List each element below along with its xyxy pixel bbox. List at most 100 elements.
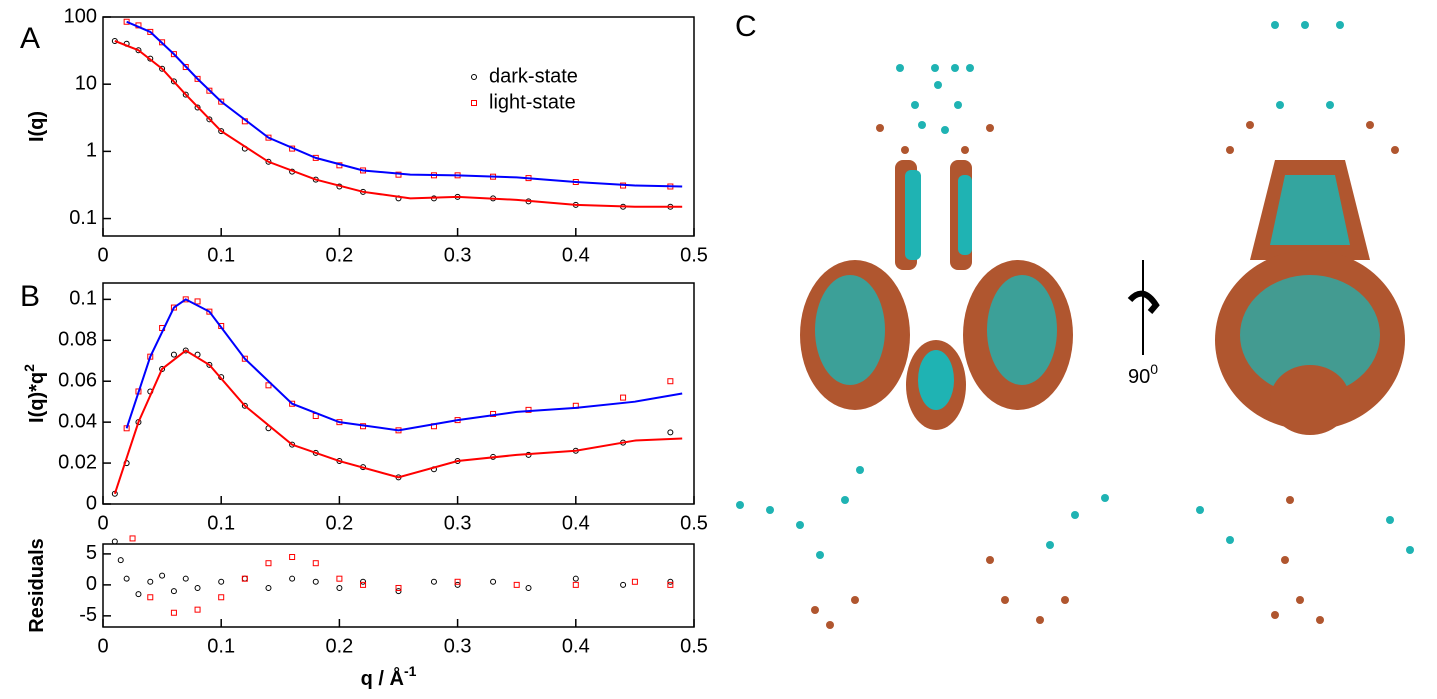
helix bbox=[958, 175, 972, 255]
marker bbox=[182, 347, 189, 354]
bead bbox=[1326, 101, 1334, 109]
marker bbox=[454, 581, 461, 588]
marker bbox=[336, 584, 343, 591]
marker bbox=[182, 575, 189, 582]
marker bbox=[117, 557, 124, 564]
marker bbox=[265, 382, 272, 389]
fit-line bbox=[125, 298, 683, 432]
bead bbox=[1071, 511, 1079, 519]
rotation-label: 900 bbox=[1128, 361, 1158, 389]
bead bbox=[1246, 121, 1254, 129]
marker bbox=[525, 406, 532, 413]
bead bbox=[1271, 611, 1279, 619]
bead bbox=[1386, 516, 1394, 524]
marker bbox=[194, 104, 201, 111]
bead bbox=[1226, 146, 1234, 154]
legend-marker bbox=[471, 74, 477, 80]
domain bbox=[1240, 275, 1380, 395]
marker bbox=[182, 64, 189, 71]
bead bbox=[1036, 616, 1044, 624]
marker bbox=[159, 39, 166, 46]
marker bbox=[289, 554, 296, 561]
marker bbox=[490, 578, 497, 585]
bead bbox=[1366, 121, 1374, 129]
fit-line bbox=[126, 20, 683, 188]
bead bbox=[1281, 556, 1289, 564]
marker bbox=[360, 578, 367, 585]
y-axis-label: I(q) bbox=[26, 111, 48, 142]
marker bbox=[194, 298, 201, 305]
marker bbox=[170, 78, 177, 85]
marker bbox=[241, 575, 248, 582]
y-tick-label: 0.02 bbox=[58, 451, 97, 473]
y-tick-label: 0.08 bbox=[58, 329, 97, 351]
marker bbox=[667, 429, 674, 436]
x-tick-label: 0.2 bbox=[325, 512, 353, 534]
marker bbox=[182, 91, 189, 98]
data-series bbox=[111, 538, 674, 598]
marker bbox=[206, 361, 213, 368]
bead bbox=[934, 81, 942, 89]
marker bbox=[620, 581, 627, 588]
marker bbox=[241, 355, 248, 362]
fit-line bbox=[114, 40, 683, 208]
marker bbox=[111, 538, 118, 545]
bead bbox=[1286, 496, 1294, 504]
y-axis-label-text: I(q) bbox=[26, 111, 48, 142]
y-tick-label: 0.06 bbox=[58, 370, 97, 392]
bead bbox=[876, 124, 884, 132]
x-tick-label: 0.5 bbox=[680, 244, 708, 266]
marker bbox=[159, 572, 166, 579]
marker bbox=[194, 584, 201, 591]
x-tick-label: 0.4 bbox=[562, 512, 590, 534]
plot-frame bbox=[102, 282, 695, 505]
marker bbox=[182, 296, 189, 303]
x-axis-label: q / Å-1 bbox=[361, 663, 417, 691]
marker bbox=[147, 578, 154, 585]
bead bbox=[841, 496, 849, 504]
x-tick-label: 0.4 bbox=[562, 244, 590, 266]
bead bbox=[1196, 506, 1204, 514]
x-tick-label: 0.3 bbox=[444, 512, 472, 534]
x-tick-label: 0.1 bbox=[207, 244, 235, 266]
marker bbox=[159, 65, 166, 72]
y-axis-label: Residuals bbox=[26, 538, 48, 632]
bead bbox=[766, 506, 774, 514]
rotation-degree: 0 bbox=[1150, 361, 1158, 377]
domain bbox=[815, 275, 885, 385]
bead bbox=[1046, 541, 1054, 549]
y-tick-label: 5 bbox=[86, 542, 97, 564]
bead bbox=[826, 621, 834, 629]
bead bbox=[896, 64, 904, 72]
y-axis-label-text: I(q)*q bbox=[26, 372, 48, 423]
marker bbox=[206, 308, 213, 315]
bead bbox=[961, 146, 969, 154]
data-series bbox=[123, 18, 674, 190]
marker bbox=[159, 365, 166, 372]
x-tick-label: 0 bbox=[97, 512, 108, 534]
bead bbox=[954, 101, 962, 109]
marker bbox=[218, 98, 225, 105]
x-tick-label: 0.5 bbox=[680, 512, 708, 534]
bead bbox=[851, 596, 859, 604]
marker bbox=[218, 594, 225, 601]
marker bbox=[667, 578, 674, 585]
bead bbox=[901, 146, 909, 154]
cyan-beads bbox=[736, 21, 1414, 559]
bead bbox=[931, 64, 939, 72]
y-axis-label: I(q)*q2 bbox=[21, 364, 49, 423]
bead bbox=[796, 521, 804, 529]
x-tick-label: 0.3 bbox=[444, 635, 472, 657]
marker bbox=[667, 581, 674, 588]
marker bbox=[360, 581, 367, 588]
domain bbox=[918, 350, 954, 410]
marker bbox=[454, 578, 461, 585]
bead bbox=[911, 101, 919, 109]
rotation-arrow bbox=[1127, 290, 1160, 314]
bead bbox=[986, 124, 994, 132]
marker bbox=[170, 51, 177, 58]
helix bbox=[905, 170, 921, 260]
data-series bbox=[111, 347, 674, 497]
bead bbox=[1301, 21, 1309, 29]
